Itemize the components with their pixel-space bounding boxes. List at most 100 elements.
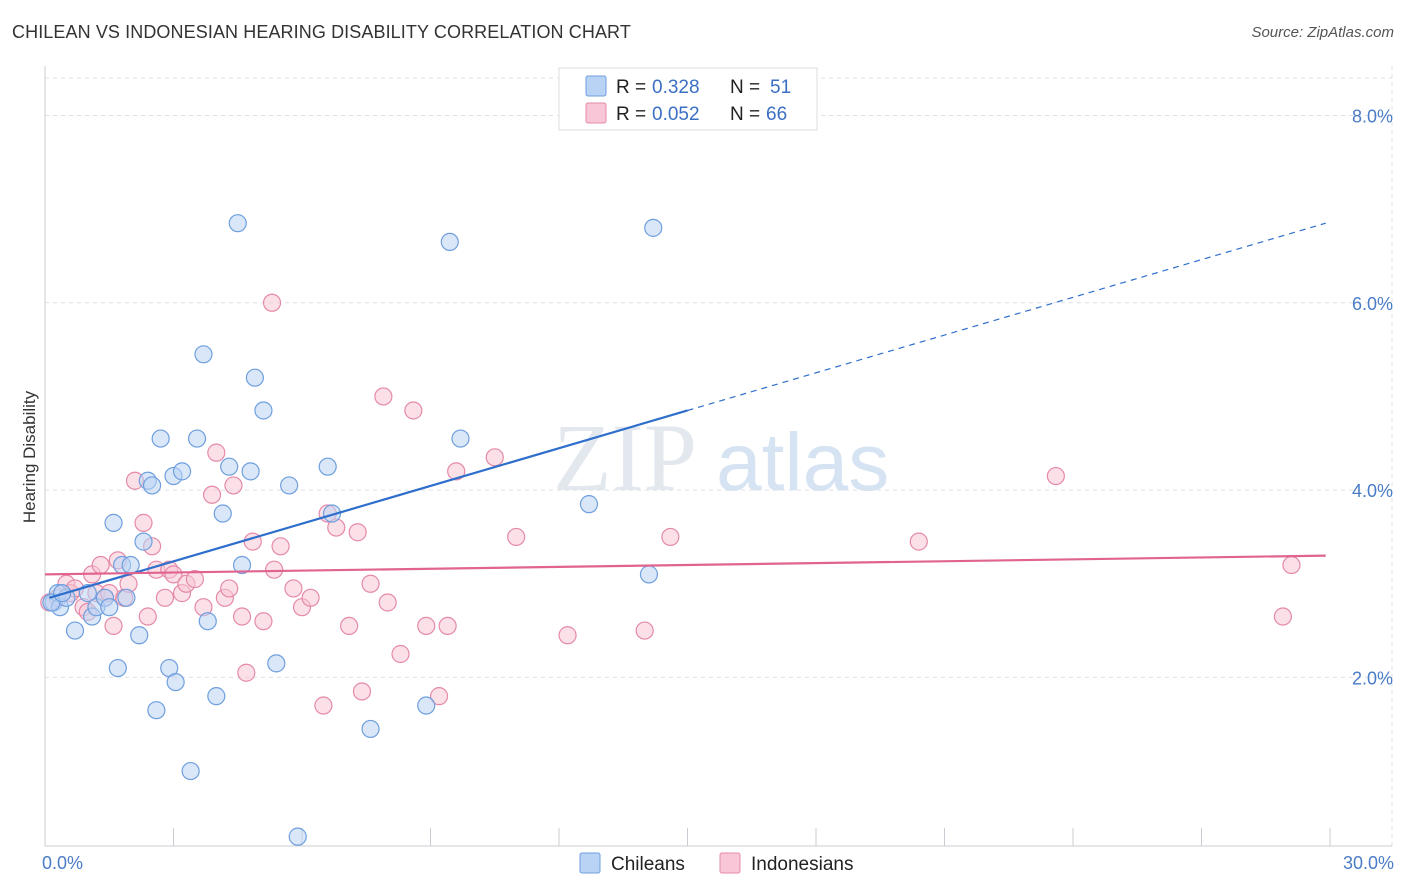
chileans-point (267, 654, 286, 673)
indonesians-point (374, 387, 393, 406)
indonesians-point (254, 612, 273, 631)
chileans-point (644, 218, 663, 237)
indonesians-point (429, 687, 449, 706)
chileans-point (254, 401, 273, 420)
chileans-point (151, 429, 170, 448)
chileans-point (280, 476, 299, 495)
indonesians-point (185, 569, 205, 589)
chileans-point (104, 513, 123, 532)
y-tick-label: 8.0% (1352, 106, 1393, 126)
indonesians-point (485, 448, 504, 467)
chileans-point (121, 555, 140, 575)
indonesians-point (438, 616, 457, 636)
chileans-point (440, 232, 459, 252)
indonesians-point (348, 523, 367, 542)
watermark-zip: ZIP (553, 404, 697, 511)
indonesians-point (220, 579, 239, 598)
chileans-point (639, 565, 659, 584)
indonesians-point (262, 293, 282, 312)
watermark-atlas: atlas (716, 417, 889, 508)
legend-n-value-chileans: 51 (770, 77, 791, 98)
indonesians-point (232, 607, 252, 626)
legend-swatch-indonesians (585, 102, 607, 124)
indonesians-point (104, 616, 123, 636)
indonesians-point (284, 579, 303, 598)
indonesians-point (271, 537, 290, 556)
legend-r-label-chileans: R = (616, 77, 646, 98)
y-tick-labels: 2.0% 4.0% 6.0% 8.0% (1352, 106, 1393, 688)
chileans-point (100, 598, 119, 617)
chileans-point (318, 457, 337, 476)
indonesians-point (202, 485, 222, 504)
series-legend: Chileans Indonesians (579, 852, 853, 875)
indonesians-point (1273, 607, 1292, 626)
indonesians-point (340, 616, 359, 636)
chileans-point (228, 214, 247, 233)
bottom-legend-swatch-indonesians (719, 852, 741, 874)
y-axis-label: Hearing Disability (20, 390, 39, 523)
chileans-trend-line (48, 409, 688, 599)
x-tick-labels: 0.0% 30.0% (42, 853, 1394, 873)
legend-r-label-indonesians: R = (616, 104, 646, 125)
indonesians-point (301, 588, 320, 607)
indonesians-point (352, 682, 372, 701)
trend-lines (44, 222, 1326, 599)
indonesians-point (361, 574, 380, 593)
indonesians-point (447, 462, 466, 481)
chileans-point (172, 462, 192, 481)
bottom-legend-label-indonesians: Indonesians (751, 854, 853, 875)
indonesians-point (404, 401, 423, 420)
indonesians-point (91, 555, 110, 575)
legend-r-value-chileans: 0.328 (652, 77, 700, 98)
chileans-point (142, 476, 162, 495)
y-tick-label: 2.0% (1352, 668, 1393, 688)
indonesians-point (1282, 555, 1301, 575)
chileans-point (213, 504, 232, 523)
indonesians-point (378, 593, 397, 612)
indonesians-point (391, 644, 410, 664)
bottom-legend-label-chileans: Chileans (611, 854, 685, 875)
legend-r-value-indonesians: 0.052 (652, 104, 700, 125)
chileans-point (451, 429, 470, 448)
indonesians-point (1046, 466, 1065, 486)
indonesians-point (237, 663, 256, 682)
indonesians-point (155, 588, 175, 607)
indonesians-point (265, 560, 284, 579)
chileans-point (130, 626, 149, 645)
chileans-point (417, 696, 436, 715)
indonesians-point (558, 626, 577, 645)
chileans-point (187, 429, 207, 448)
chileans-point (65, 621, 85, 640)
chileans-point (232, 555, 252, 575)
bottom-legend-swatch-chileans (579, 852, 601, 874)
chileans-point (579, 495, 599, 514)
chileans-point (245, 368, 264, 387)
indonesians-point (134, 513, 153, 532)
chileans-point (288, 827, 307, 846)
legend-n-value-indonesians: 66 (766, 104, 787, 125)
y-tick-label: 6.0% (1352, 294, 1393, 314)
indonesians-trend-line (44, 554, 1326, 576)
legend-n-label-indonesians: N = (730, 104, 760, 125)
chileans-point (322, 504, 342, 523)
chileans-point (147, 701, 166, 720)
indonesians-point (164, 565, 183, 584)
chileans-point (361, 719, 380, 739)
chileans-point (181, 761, 200, 781)
legend-n-label-chileans: N = (730, 77, 760, 98)
indonesians-point (138, 607, 157, 626)
indonesians-point (224, 476, 243, 495)
chileans-point (117, 588, 136, 607)
chileans-point (108, 658, 127, 678)
indonesians-point (661, 527, 680, 547)
chileans-point (134, 532, 153, 551)
chileans-point (166, 672, 185, 692)
indonesians-point (417, 616, 436, 636)
y-tick-label: 4.0% (1352, 481, 1393, 501)
chileans-point (198, 612, 217, 631)
chileans-trend-extension (687, 222, 1326, 412)
indonesians-point (207, 443, 226, 462)
chileans-point (241, 462, 260, 481)
x-tick-label: 0.0% (42, 853, 83, 873)
